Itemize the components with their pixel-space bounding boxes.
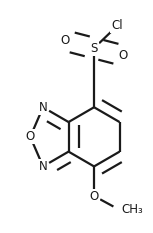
Text: O: O (90, 189, 99, 202)
Text: CH₃: CH₃ (121, 203, 143, 216)
Text: Cl: Cl (111, 19, 123, 32)
Text: O: O (61, 34, 70, 47)
Text: O: O (118, 49, 127, 62)
Text: N: N (39, 160, 47, 173)
Text: N: N (39, 101, 47, 114)
Text: S: S (90, 41, 98, 55)
Text: O: O (26, 130, 35, 143)
